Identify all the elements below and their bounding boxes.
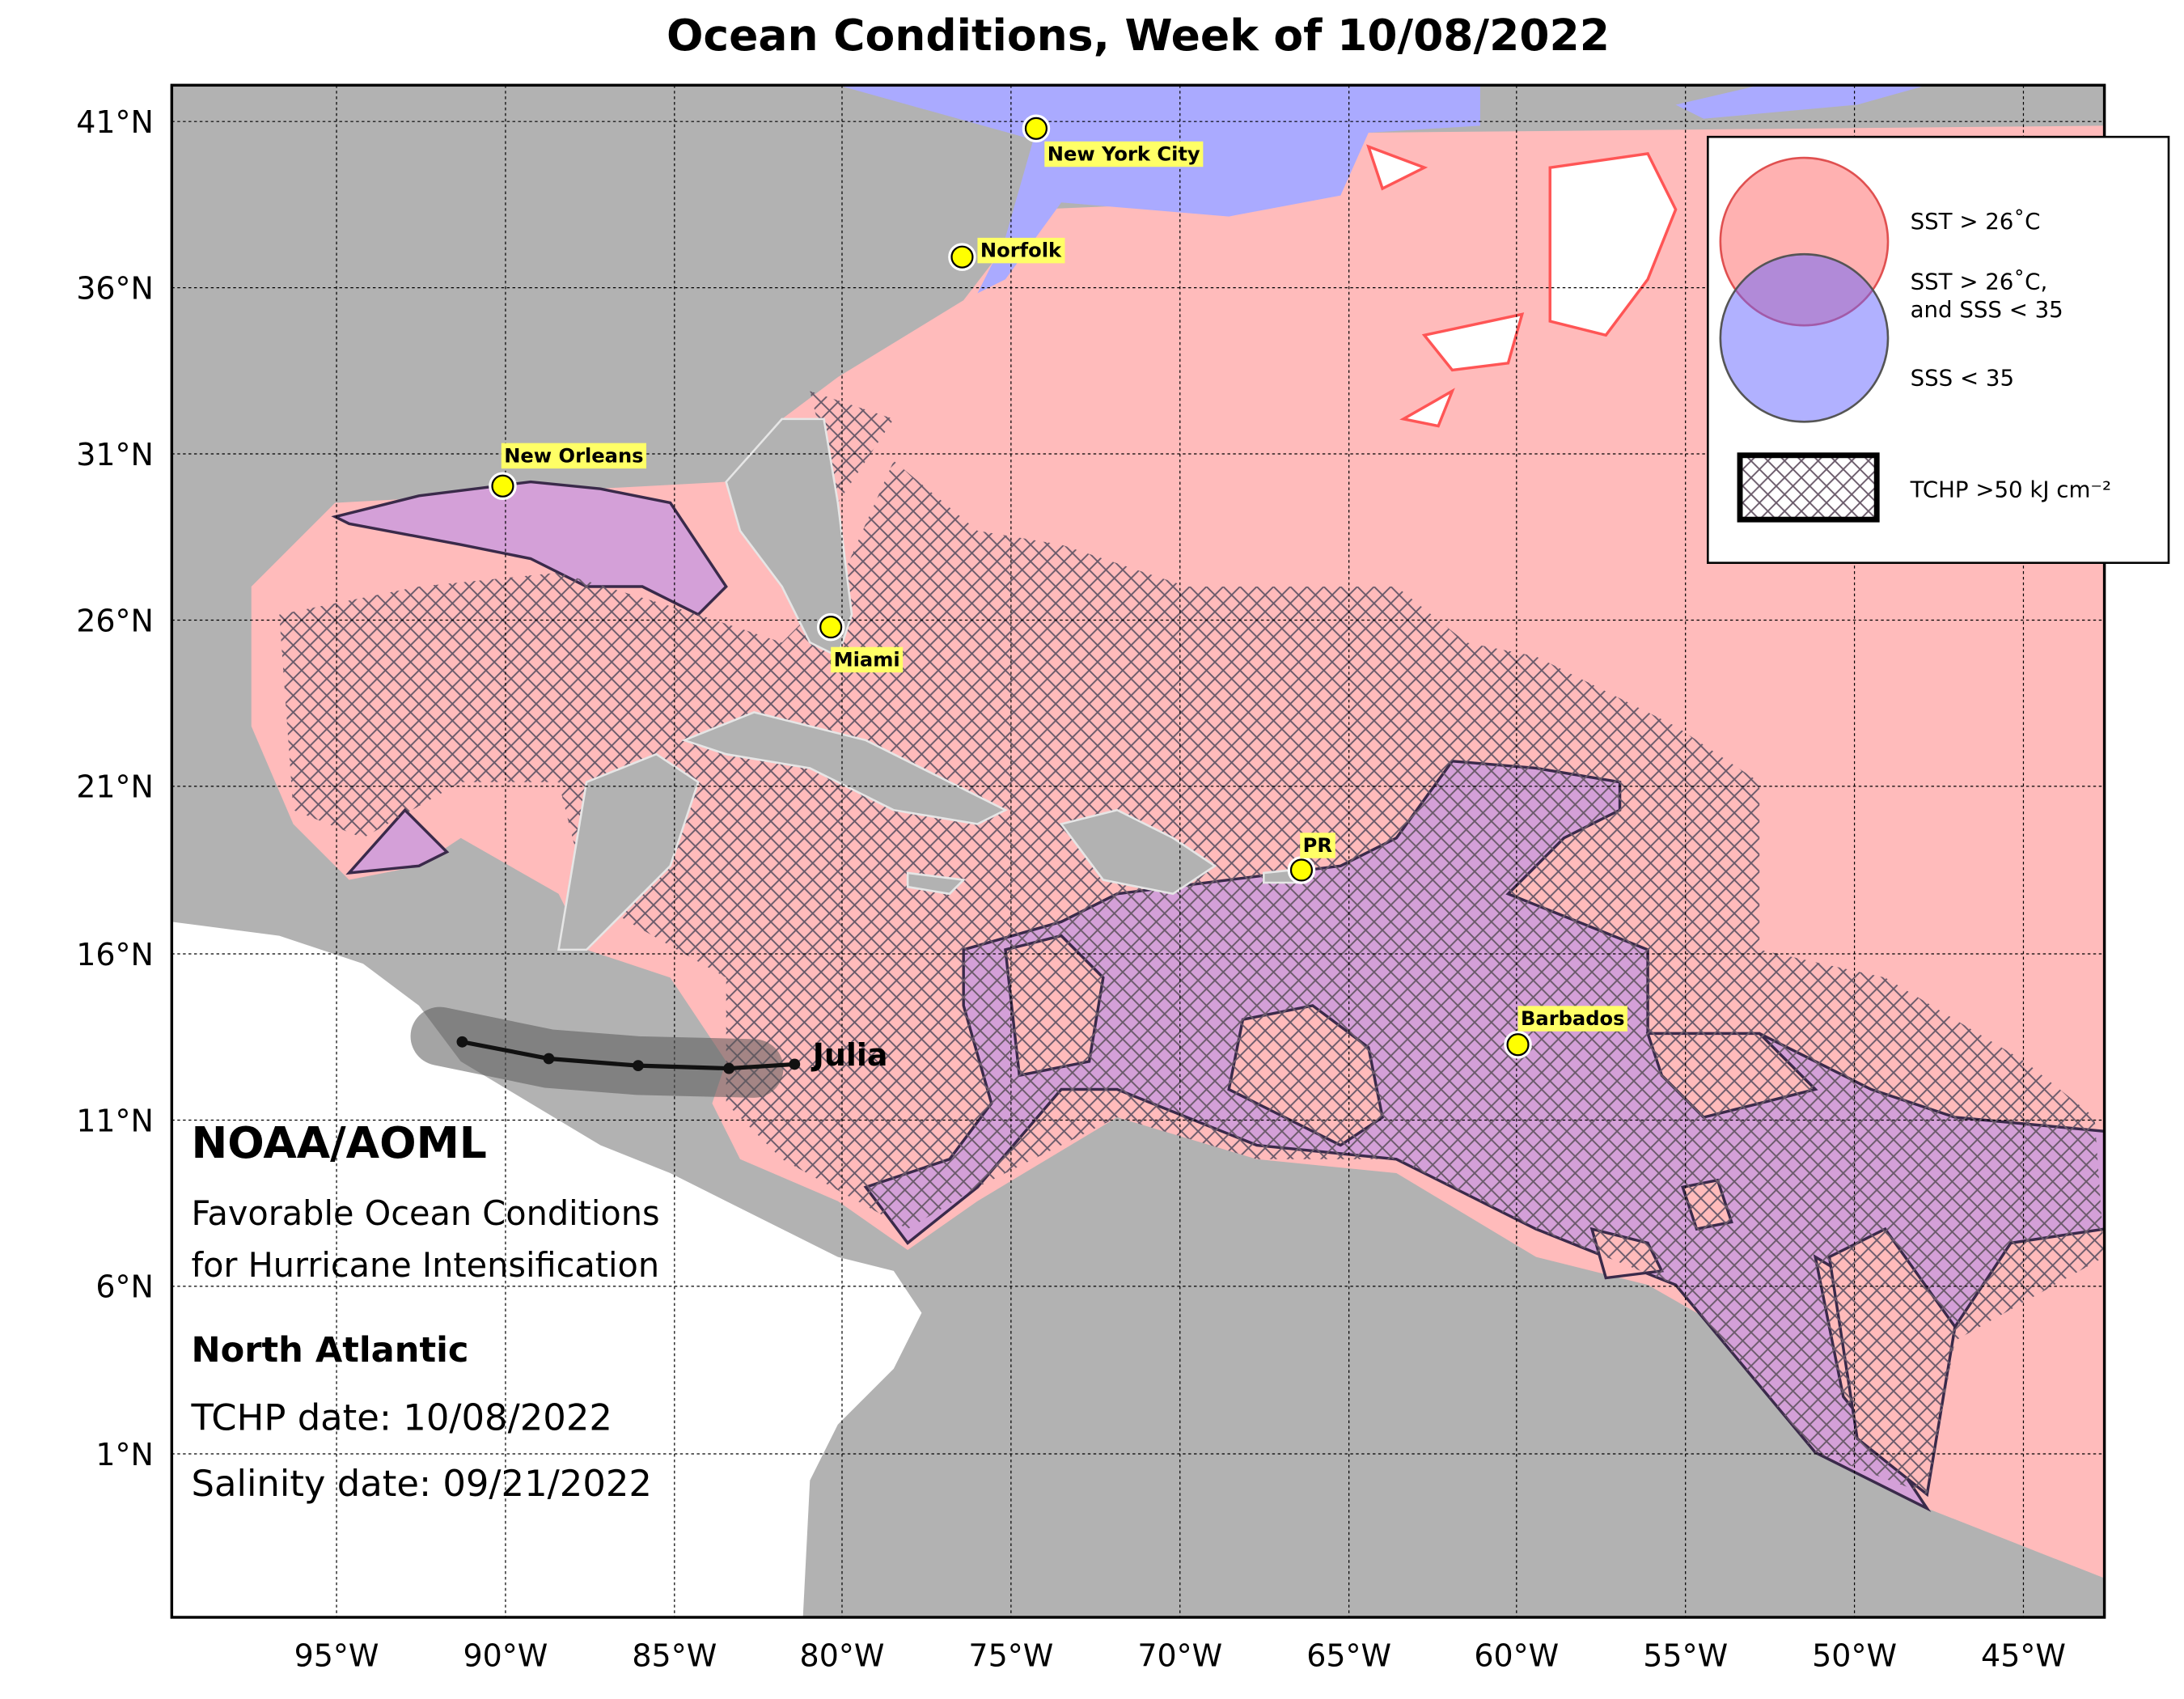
lat-label: 26°N (76, 603, 154, 638)
city-label-bg (977, 237, 1065, 264)
legend-label: TCHP >50 kJ cm⁻² (1910, 477, 2111, 503)
city-label: Norfolk (980, 239, 1062, 262)
city-label: Barbados (1521, 1007, 1624, 1030)
legend-label: SST > 26˚C (1911, 208, 2041, 235)
city-label-bg (501, 443, 646, 469)
city-label: Miami (834, 648, 900, 671)
cool-water (1366, 144, 1678, 428)
city-label: PR (1303, 834, 1333, 857)
lon-label: 60°W (1474, 1638, 1559, 1673)
city-marker (950, 245, 974, 269)
city-label-bg (1044, 141, 1204, 167)
axis-labels: 41°N 36°N 31°N 26°N 21°N 16°N 11°N 6°N 1°N 95°W 90… (76, 104, 2066, 1673)
city-label: New York City (1048, 143, 1200, 166)
city-marker (491, 474, 514, 498)
lat-label: 6°N (95, 1269, 154, 1305)
land (681, 711, 1307, 896)
description: for Hurricane Intensification (192, 1246, 660, 1285)
land (725, 417, 853, 659)
lat-label: 11°N (76, 1103, 154, 1138)
pacific (171, 922, 922, 1618)
lat-label: 1°N (95, 1437, 154, 1472)
city-marker (1289, 858, 1314, 882)
low-salinity (837, 85, 1928, 294)
legend-label: and SSS < 35 (1911, 296, 2063, 323)
title: Ocean Conditions, Week of 10/08/2022 (667, 10, 1610, 61)
city-marker (1506, 1033, 1530, 1057)
lon-label: 45°W (1981, 1638, 2066, 1673)
lat-label: 36°N (76, 270, 154, 306)
lat-label: 41°N (76, 104, 154, 140)
tchp-date: TCHP date: 10/08/2022 (191, 1396, 612, 1439)
cities: New York City Norfolk New Orleans Miami PR Ba… (489, 114, 1627, 1059)
city-label-bg (1300, 833, 1335, 858)
storm-points (456, 1036, 801, 1074)
city-label-bg (1517, 1006, 1627, 1032)
lon-label: 70°W (1137, 1638, 1222, 1673)
lon-label: 80°W (800, 1638, 885, 1673)
lon-label: 65°W (1306, 1638, 1391, 1673)
storm-label: Julia (811, 1037, 888, 1073)
tchp-hatch (279, 391, 2105, 1495)
lat-label: 16°N (76, 937, 154, 972)
legend: SST > 26˚C SST > 26˚C, and SSS < 35 SSS … (1707, 135, 2170, 564)
org: NOAA/AOML (192, 1117, 487, 1168)
land (557, 752, 700, 951)
lat-label: 31°N (76, 437, 154, 472)
lon-label: 85°W (632, 1638, 717, 1673)
low-salinity-warm (345, 807, 450, 875)
lon-label: 95°W (294, 1638, 379, 1673)
city-label-bg (831, 646, 904, 673)
salinity-date: Salinity date: 09/21/2022 (192, 1462, 652, 1505)
city-label: New Orleans (504, 444, 643, 467)
legend-label: SST > 26˚C, (1911, 268, 2048, 294)
city-marker (1024, 117, 1048, 140)
lon-label: 50°W (1812, 1638, 1897, 1673)
region: North Atlantic (192, 1330, 469, 1371)
lon-label: 90°W (463, 1638, 548, 1673)
description: Favorable Ocean Conditions (192, 1194, 660, 1233)
legend-label: SSS < 35 (1911, 364, 2014, 391)
lat-label: 21°N (76, 769, 154, 805)
lon-label: 75°W (968, 1638, 1053, 1673)
lon-label: 55°W (1643, 1638, 1728, 1673)
frame (170, 83, 2106, 1619)
city-marker (819, 616, 843, 639)
